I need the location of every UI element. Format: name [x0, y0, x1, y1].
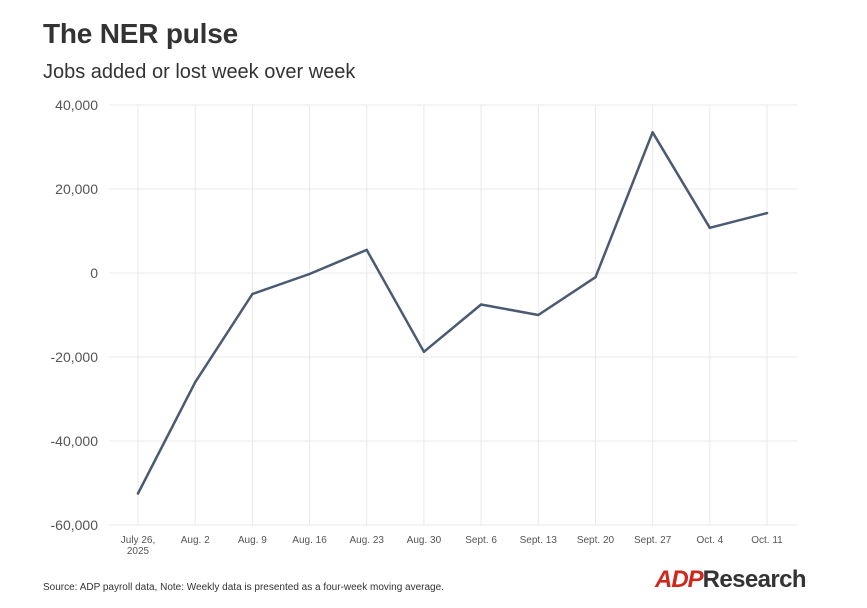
data-point: [422, 350, 426, 353]
axis-labels: 40,000 20,000 0 -20,000 -40,000 -60,000 July 2…: [51, 97, 784, 557]
y-tick-label: -60,000: [51, 517, 99, 533]
x-tick-label: Aug. 2: [181, 535, 210, 546]
data-point: [708, 226, 712, 230]
x-tick-label: Aug. 16: [292, 535, 327, 546]
y-tick-label: -20,000: [51, 349, 99, 365]
y-tick-label: 0: [90, 265, 98, 281]
data-point: [308, 272, 311, 276]
series-line: [136, 131, 769, 495]
data-point: [365, 248, 368, 252]
chart-subtitle: Jobs added or lost week over week: [43, 61, 356, 83]
x-tick-label: Sept. 13: [520, 535, 558, 546]
x-tick-label: July 26, 2025: [121, 535, 155, 557]
adp-research-logo: ADP Research: [655, 566, 807, 594]
data-point: [651, 131, 654, 134]
x-tick-label: Aug. 9: [238, 535, 267, 546]
grid-lines: [109, 104, 797, 526]
data-point: [136, 492, 140, 495]
y-tick-label: -40,000: [51, 433, 99, 449]
y-tick-label: 20,000: [55, 181, 98, 197]
x-tick-label: Sept. 20: [577, 535, 615, 546]
data-point: [537, 313, 540, 317]
chart-title: The NER pulse: [43, 18, 238, 49]
x-tick-label: Oct. 11: [751, 535, 783, 546]
x-tick-label: Aug. 23: [349, 535, 384, 546]
x-tick-label: Sept. 6: [465, 535, 497, 546]
series-layer: [136, 131, 769, 495]
x-tick-label: Aug. 30: [407, 535, 442, 546]
data-point: [479, 303, 483, 306]
x-tick-label: Sept. 27: [634, 535, 672, 546]
adp-logo-mark: ADP: [655, 566, 704, 593]
y-tick-label: 40,000: [55, 97, 98, 113]
data-point: [193, 381, 197, 384]
data-point: [594, 276, 597, 279]
data-point: [765, 211, 769, 215]
source-note: Source: ADP payroll data, Note: Weekly d…: [43, 582, 444, 593]
x-tick-label: Oct. 4: [696, 535, 723, 546]
logo-research-text: Research: [702, 566, 807, 593]
data-point: [251, 292, 254, 296]
